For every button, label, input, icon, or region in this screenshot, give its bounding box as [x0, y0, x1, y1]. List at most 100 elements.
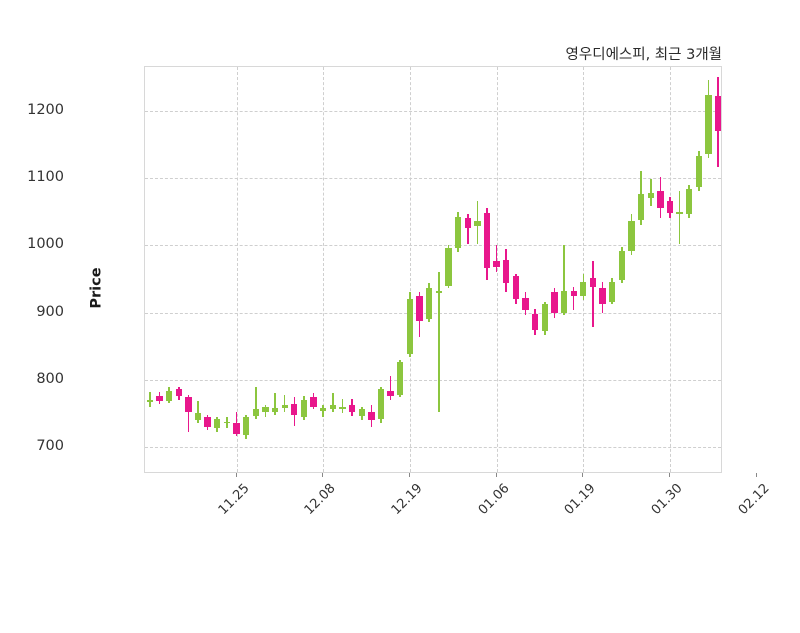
y-tick-label: 1000: [27, 236, 64, 253]
gridline-vertical: [583, 67, 585, 472]
candlestick-body: [618, 250, 626, 281]
candlestick-body: [406, 299, 414, 355]
candlestick-body: [541, 304, 548, 332]
x-tick-label: 01.06: [475, 481, 513, 518]
candlestick-body: [185, 397, 192, 413]
chart-title: 영우디에스피, 최근 3개월: [565, 47, 722, 63]
x-tick-label: 01.19: [561, 481, 599, 518]
y-tick-label: 1200: [27, 101, 64, 118]
candlestick-body: [281, 405, 288, 409]
candlestick-wick: [322, 405, 324, 418]
candlestick-body: [194, 413, 202, 421]
candlestick-wick: [466, 214, 469, 244]
candlestick-body: [705, 94, 712, 154]
candlestick-body: [165, 390, 173, 402]
candlestick-body: [570, 291, 577, 297]
candlestick-wick: [254, 386, 257, 419]
candlestick-body: [214, 418, 221, 429]
candlestick-body: [320, 408, 327, 411]
gridline-horizontal: [145, 447, 721, 449]
candlestick-body: [377, 389, 385, 419]
x-tick-label: 11.25: [215, 481, 253, 518]
candlestick-wick: [149, 391, 151, 407]
candlestick-body: [435, 291, 442, 293]
x-tick-label: 01.30: [648, 481, 686, 518]
candlestick-body: [175, 389, 182, 396]
candlestick-body: [156, 395, 163, 402]
x-tick-mark: [582, 473, 584, 477]
candlestick-body: [310, 397, 317, 407]
y-tick-label: 700: [36, 438, 64, 455]
candlestick-body: [300, 400, 308, 418]
candlestick-body: [445, 247, 452, 286]
candlestick-body: [522, 297, 529, 310]
candlestick-body: [397, 362, 404, 395]
candlestick-body: [204, 417, 211, 427]
candlestick-body: [580, 281, 587, 297]
candlestick-body: [454, 217, 462, 248]
candlestick-body: [503, 260, 510, 283]
candlestick-wick: [332, 393, 334, 413]
plot-inner: [145, 67, 721, 472]
gridline-vertical: [236, 67, 238, 472]
candlestick-wick: [197, 401, 199, 423]
x-tick-label: 12.08: [301, 481, 339, 518]
gridline-horizontal: [145, 312, 721, 314]
candlestick-body: [695, 156, 703, 188]
candlestick-body: [657, 191, 664, 208]
candlestick-body: [637, 194, 645, 220]
candlestick-body: [348, 405, 356, 413]
candlestick-wick: [283, 394, 286, 413]
y-tick-label: 900: [36, 303, 64, 320]
candlestick-body: [252, 409, 259, 417]
chart-figure: 영우디에스피, 최근 3개월 Price 700 800 900 1000 1100 12…: [27, 47, 773, 518]
candlestick-body: [715, 95, 721, 131]
candlestick-body: [551, 292, 558, 313]
candlestick-body: [358, 409, 365, 417]
gridline-vertical: [323, 67, 325, 472]
candlestick-body: [291, 404, 298, 415]
candlestick-body: [271, 408, 279, 413]
candlestick-body: [146, 400, 153, 402]
candlestick-wick: [389, 375, 392, 400]
y-tick-label: 1100: [27, 169, 64, 185]
candlestick-body: [262, 406, 269, 413]
gridline-horizontal: [145, 110, 721, 112]
gridline-horizontal: [145, 178, 721, 179]
candlestick-body: [531, 313, 539, 331]
candlestick-body: [512, 276, 520, 300]
gridline-vertical: [409, 67, 411, 472]
candlestick-body: [666, 200, 674, 213]
candlestick-body: [242, 417, 250, 435]
candlestick-body: [329, 405, 337, 410]
plot-area: [144, 66, 722, 473]
x-tick-mark: [755, 473, 757, 477]
candlestick-wick: [572, 286, 575, 310]
candlestick-body: [339, 406, 346, 410]
candlestick-body: [609, 281, 616, 302]
candlestick-body: [628, 221, 635, 251]
candlestick-body: [416, 296, 423, 321]
candlestick-body: [647, 192, 654, 199]
gridline-horizontal: [145, 245, 721, 247]
x-tick-mark: [495, 473, 497, 477]
x-tick-label: 12.19: [388, 481, 426, 518]
candlestick-wick: [678, 191, 681, 244]
candlestick-body: [483, 212, 491, 269]
candlestick-body: [233, 422, 240, 434]
y-tick-label: 800: [36, 370, 64, 387]
candlestick-wick: [592, 261, 594, 328]
candlestick-body: [493, 261, 500, 267]
candlestick-body: [676, 211, 683, 215]
candlestick-wick: [187, 394, 190, 433]
candlestick-body: [686, 188, 693, 215]
candlestick-body: [464, 218, 471, 228]
candlestick-wick: [563, 245, 565, 316]
candlestick-wick: [274, 393, 276, 415]
candlestick-body: [599, 288, 606, 305]
x-tick-mark: [669, 473, 671, 477]
candlestick-body: [474, 221, 481, 227]
x-tick-mark: [408, 473, 410, 477]
candlestick-wick: [438, 272, 440, 413]
candlestick-wick: [495, 245, 498, 273]
